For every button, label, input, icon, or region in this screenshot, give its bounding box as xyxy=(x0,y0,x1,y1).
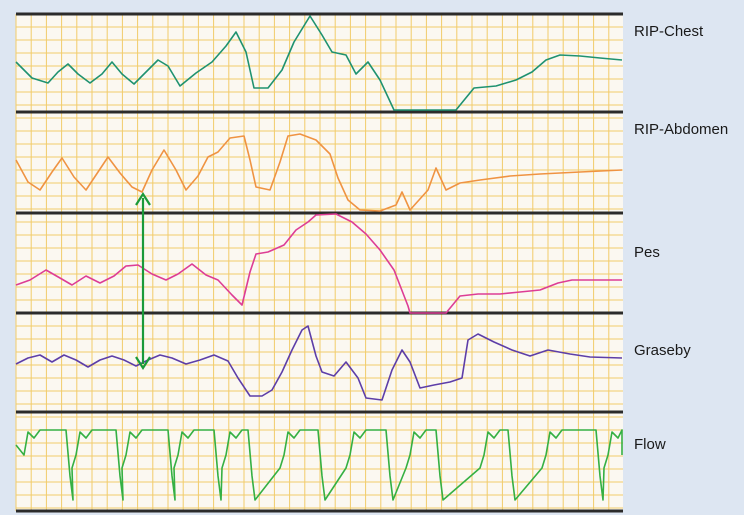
marker-arrowhead-up xyxy=(135,191,151,206)
marker-arrowhead-down xyxy=(135,356,151,371)
trace-graseby xyxy=(15,325,623,401)
trace-rip-abdomen xyxy=(15,133,623,212)
channel-traces xyxy=(15,15,623,501)
trace-rip-chest xyxy=(15,15,623,111)
trace-pes xyxy=(15,213,622,314)
channel-label-graseby: Graseby xyxy=(634,342,691,359)
channel-label-rip-abdomen: RIP-Abdomen xyxy=(634,121,729,138)
channel-label-rip-chest: RIP-Chest xyxy=(634,23,704,40)
grid-lines xyxy=(15,13,623,511)
event-marker-arrow xyxy=(135,191,151,371)
channel-label-pes: Pes xyxy=(634,244,660,261)
channel-separators xyxy=(16,12,623,513)
channel-label-flow: Flow xyxy=(634,436,666,453)
trace-flow xyxy=(15,429,623,501)
